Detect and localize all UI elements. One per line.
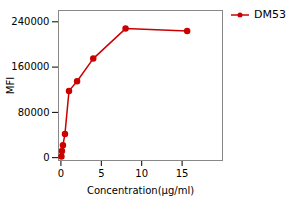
svg-text:80000: 80000 [18, 107, 50, 118]
html-text:DM53: DM53 [254, 8, 286, 21]
svg-text:Concentration(μg/ml): Concentration(μg/ml) [87, 185, 194, 196]
svg-text:0: 0 [58, 168, 64, 179]
svg-text:15: 15 [176, 168, 189, 179]
svg-text:160000: 160000 [11, 61, 49, 72]
svg-text:10: 10 [135, 168, 148, 179]
svg-text:0: 0 [43, 152, 49, 163]
svg-text:5: 5 [98, 168, 104, 179]
svg-text:MFI: MFI [5, 77, 16, 94]
svg-text:240000: 240000 [11, 16, 49, 27]
